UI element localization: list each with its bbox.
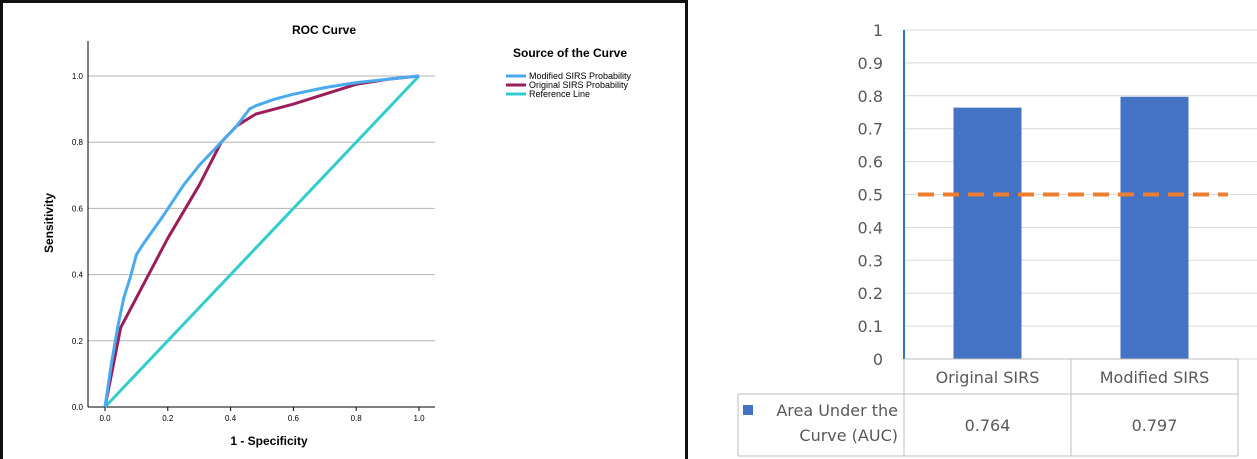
- roc-x-tick-label: 0.2: [162, 414, 174, 423]
- auc-chart-panel: 0 0.1 0.2 0.3 0.4 0.5 0.6 0.7 0.8 0.9 1 Original S…: [690, 0, 1257, 459]
- roc-x-axis-label: 1 - Specificity: [230, 434, 308, 448]
- bar-y-tick-label: 1: [873, 21, 883, 40]
- bar-y-tick-label: 0.3: [858, 251, 883, 270]
- roc-y-axis-label: Sensitivity: [42, 193, 56, 253]
- roc-legend-label: Original SIRS Probability: [529, 80, 629, 90]
- roc-chart-title: ROC Curve: [292, 23, 356, 37]
- roc-y-tick-label: 0.8: [72, 138, 84, 147]
- roc-y-tick-label: 1.0: [72, 72, 84, 81]
- category-label: Original SIRS: [936, 368, 1040, 387]
- roc-x-tick-label: 0.0: [99, 414, 111, 423]
- bar-y-tick-label: 0.7: [858, 120, 883, 139]
- roc-chart-panel: ROC Curve 0.0 0.2 0.4 0.6 0.8 1.0 0.0 0.2 0.4 0.6…: [0, 0, 688, 459]
- auc-bar-modified: [1120, 96, 1189, 360]
- roc-legend-label: Reference Line: [529, 89, 590, 99]
- bar-y-tick-label: 0.4: [858, 218, 883, 237]
- roc-x-tick-label: 1.0: [413, 414, 425, 423]
- roc-chart: ROC Curve 0.0 0.2 0.4 0.6 0.8 1.0 0.0 0.2 0.4 0.6…: [42, 23, 632, 448]
- legend-label-line2: Curve (AUC): [799, 426, 898, 445]
- auc-data-table: Original SIRS 0.764 Modified SIRS 0.797 Area…: [737, 358, 1239, 457]
- bar-y-tick-label: 0.1: [858, 317, 883, 336]
- roc-x-tick-label: 0.4: [225, 414, 237, 423]
- roc-y-tick-label: 0.6: [72, 204, 84, 213]
- roc-y-tick-label: 0.4: [72, 271, 84, 280]
- roc-x-tick-label: 0.8: [351, 414, 363, 423]
- bar-y-tick-label: 0.6: [858, 153, 883, 172]
- roc-series-line-0: [103, 74, 420, 408]
- bar-y-tick-label: 0.8: [858, 87, 883, 106]
- roc-legend-title: Source of the Curve: [513, 46, 627, 60]
- bar-y-tick-label: 0.2: [858, 284, 883, 303]
- legend-label-line1: Area Under the: [776, 401, 898, 420]
- bar-y-tick-label: 0.5: [858, 186, 883, 205]
- roc-y-tick-label: 0.2: [72, 337, 84, 346]
- roc-series-line-1: [103, 74, 420, 408]
- roc-y-tick-label: 0.0: [72, 403, 84, 412]
- auc-value-cell: 0.764: [965, 416, 1011, 435]
- roc-x-tick-label: 0.6: [288, 414, 300, 423]
- auc-value-cell: 0.797: [1132, 416, 1178, 435]
- roc-legend-label: Modified SIRS Probability: [529, 71, 632, 81]
- category-label: Modified SIRS: [1100, 368, 1210, 387]
- roc-series-line-2: [103, 74, 421, 409]
- bar-y-tick-label: 0: [873, 350, 883, 369]
- auc-bar-original: [953, 107, 1022, 359]
- bar-y-tick-label: 0.9: [858, 54, 883, 73]
- legend-swatch: [743, 405, 753, 415]
- auc-bar-chart: 0 0.1 0.2 0.3 0.4 0.5 0.6 0.7 0.8 0.9 1 Original S…: [737, 21, 1257, 457]
